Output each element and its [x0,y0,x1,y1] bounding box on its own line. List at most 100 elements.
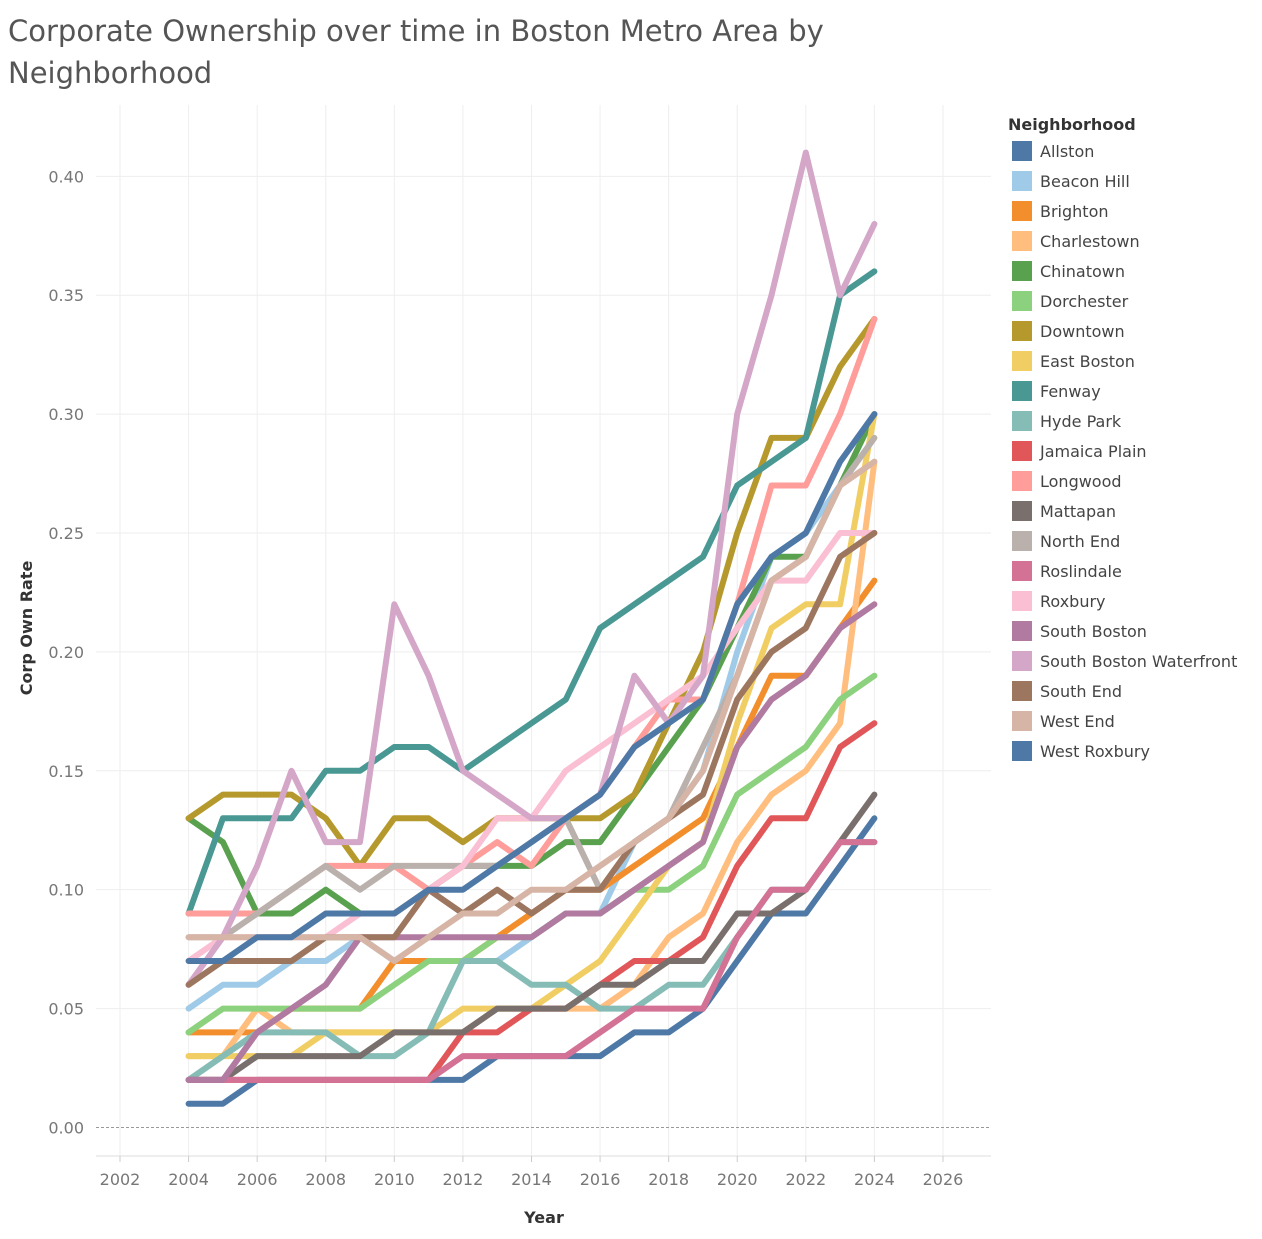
legend-item-downtown[interactable]: Downtown [1008,316,1262,346]
x-tick-label: 2004 [168,1170,209,1189]
legend-swatch [1012,381,1032,401]
legend-swatch [1012,591,1032,611]
y-tick-label: 0.25 [48,524,84,543]
legend-item-east-boston[interactable]: East Boston [1008,346,1262,376]
legend-label: Roslindale [1040,561,1122,581]
x-tick-label: 2018 [648,1170,689,1189]
legend-swatch [1012,471,1032,491]
legend-item-west-roxbury[interactable]: West Roxbury [1008,736,1262,766]
legend-swatch [1012,351,1032,371]
series-line-south-boston-waterfront[interactable] [185,149,878,988]
legend-label: South Boston Waterfront [1040,651,1238,671]
x-tick-label: 2020 [717,1170,758,1189]
legend-swatch [1012,651,1032,671]
legend-item-hyde-park[interactable]: Hyde Park [1008,406,1262,436]
legend-label: West End [1040,711,1115,731]
legend-swatch [1012,621,1032,641]
legend-item-roxbury[interactable]: Roxbury [1008,586,1262,616]
legend-label: Chinatown [1040,261,1125,281]
legend-swatch [1012,201,1032,221]
legend-item-longwood[interactable]: Longwood [1008,466,1262,496]
y-tick-label: 0.10 [48,881,84,900]
legend-swatch [1012,441,1032,461]
x-axis-ticks: 2002 2004 2006 2008 2010 2012 2014 2016 2018 2020… [96,1155,991,1189]
legend-swatch [1012,711,1032,731]
series-line-west-end[interactable] [185,458,878,964]
legend-swatch [1012,531,1032,551]
legend-swatch [1012,141,1032,161]
legend-swatch [1012,321,1032,341]
legend-label: Downtown [1040,321,1125,341]
series-line-west-roxbury[interactable] [185,411,878,964]
legend-item-south-end[interactable]: South End [1008,676,1262,706]
legend-swatch [1012,261,1032,281]
x-tick-label: 2006 [237,1170,278,1189]
legend-label: Hyde Park [1040,411,1122,431]
series-line-mattapan[interactable] [185,791,878,1083]
legend-item-mattapan[interactable]: Mattapan [1008,496,1262,526]
x-tick-label: 2024 [854,1170,895,1189]
legend-label: Allston [1040,141,1095,161]
legend-label: South Boston [1040,621,1147,641]
legend-label: Beacon Hill [1040,171,1130,191]
x-tick-label: 2012 [443,1170,484,1189]
x-tick-label: 2026 [923,1170,964,1189]
legend-item-south-boston-waterfront[interactable]: South Boston Waterfront [1008,646,1262,676]
legend-item-south-boston[interactable]: South Boston [1008,616,1262,646]
x-tick-label: 2002 [100,1170,141,1189]
series-line-fenway[interactable] [185,268,878,917]
y-axis-title: Corp Own Rate [17,561,36,696]
y-tick-label: 0.05 [48,1000,84,1019]
legend-label: Jamaica Plain [1040,441,1147,461]
legend-swatch [1012,291,1032,311]
legend-label: East Boston [1040,351,1135,371]
y-tick-label: 0.40 [48,167,84,186]
legend-swatch [1012,561,1032,581]
y-tick-label: 0.20 [48,643,84,662]
series-line-south-end[interactable] [185,530,878,988]
legend-item-charlestown[interactable]: Charlestown [1008,226,1262,256]
x-tick-label: 2014 [511,1170,552,1189]
legend-label: West Roxbury [1040,741,1150,761]
x-tick-label: 2010 [374,1170,415,1189]
series-line-roslindale[interactable] [185,839,878,1083]
legend-item-beacon-hill[interactable]: Beacon Hill [1008,166,1262,196]
x-tick-label: 2008 [305,1170,346,1189]
legend-item-brighton[interactable]: Brighton [1008,196,1262,226]
legend-item-roslindale[interactable]: Roslindale [1008,556,1262,586]
chart-title: Corporate Ownership over time in Boston … [8,14,824,90]
legend-label: Fenway [1040,381,1101,401]
legend-item-west-end[interactable]: West End [1008,706,1262,736]
legend-swatch [1012,681,1032,701]
x-tick-label: 2016 [580,1170,621,1189]
legend-label: Longwood [1040,471,1122,491]
legend-swatch [1012,411,1032,431]
legend-swatch [1012,231,1032,251]
y-tick-label: 0.30 [48,405,84,424]
legend-swatch [1012,501,1032,521]
legend[interactable]: Neighborhood Allston Beacon Hill Brighton C… [1008,114,1262,766]
series-lines [185,149,878,1107]
legend-item-north-end[interactable]: North End [1008,526,1262,556]
line-chart: 0.00 0.05 0.10 0.15 0.20 0.25 0.30 0.35 0.40 200… [17,105,991,1227]
legend-label: Brighton [1040,201,1109,221]
legend-swatch [1012,741,1032,761]
y-tick-label: 0.15 [48,762,84,781]
y-tick-label: 0.00 [48,1118,84,1137]
legend-item-allston[interactable]: Allston [1008,136,1262,166]
legend-item-fenway[interactable]: Fenway [1008,376,1262,406]
series-line-south-boston[interactable] [185,601,878,1083]
legend-label: Dorchester [1040,291,1129,311]
legend-item-jamaica-plain[interactable]: Jamaica Plain [1008,436,1262,466]
legend-label: Charlestown [1040,231,1140,251]
legend-item-chinatown[interactable]: Chinatown [1008,256,1262,286]
legend-label: North End [1040,531,1121,551]
y-axis-ticks: 0.00 0.05 0.10 0.15 0.20 0.25 0.30 0.35 0.40 [48,167,84,1137]
y-tick-label: 0.35 [48,286,84,305]
legend-item-dorchester[interactable]: Dorchester [1008,286,1262,316]
legend-swatch [1012,171,1032,191]
legend-items: Allston Beacon Hill Brighton Charlestown Chi… [1008,136,1262,766]
legend-title: Neighborhood [1008,115,1136,134]
x-axis-title: Year [523,1208,564,1227]
legend-label: South End [1040,681,1122,701]
